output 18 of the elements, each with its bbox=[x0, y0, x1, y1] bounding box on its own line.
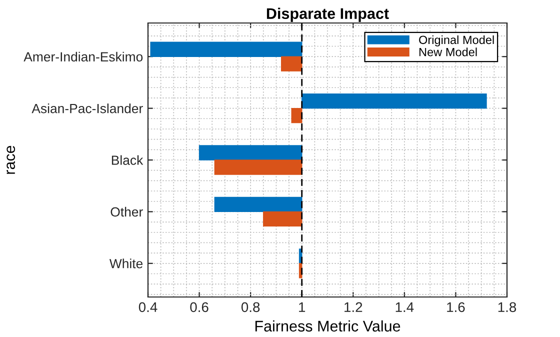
y-tick-label: Asian-Pac-Islander bbox=[32, 104, 143, 114]
x-tick-label: 1.4 bbox=[396, 302, 414, 312]
x-tick-label: 0.6 bbox=[190, 302, 208, 312]
x-tick-label: 1.2 bbox=[344, 302, 362, 312]
legend-label: New Model bbox=[419, 48, 477, 56]
x-tick-label: 0.8 bbox=[241, 302, 260, 312]
y-axis-title: race bbox=[6, 146, 16, 174]
legend-label: Original Model bbox=[419, 35, 494, 46]
x-axis-title: Fairness Metric Value bbox=[255, 320, 400, 332]
y-tick-label: Other bbox=[110, 206, 143, 217]
x-tick-label: 1 bbox=[299, 302, 306, 312]
x-tick-label: 1.8 bbox=[498, 302, 516, 312]
y-tick-label: Black bbox=[112, 155, 144, 165]
y-tick-label: White bbox=[109, 258, 143, 268]
x-tick-label: 1.6 bbox=[447, 302, 465, 312]
x-tick-label: 0.4 bbox=[138, 302, 158, 312]
chart-title: Disparate Impact bbox=[266, 8, 389, 22]
y-tick-label: Amer-Indian-Eskimo bbox=[24, 52, 143, 62]
